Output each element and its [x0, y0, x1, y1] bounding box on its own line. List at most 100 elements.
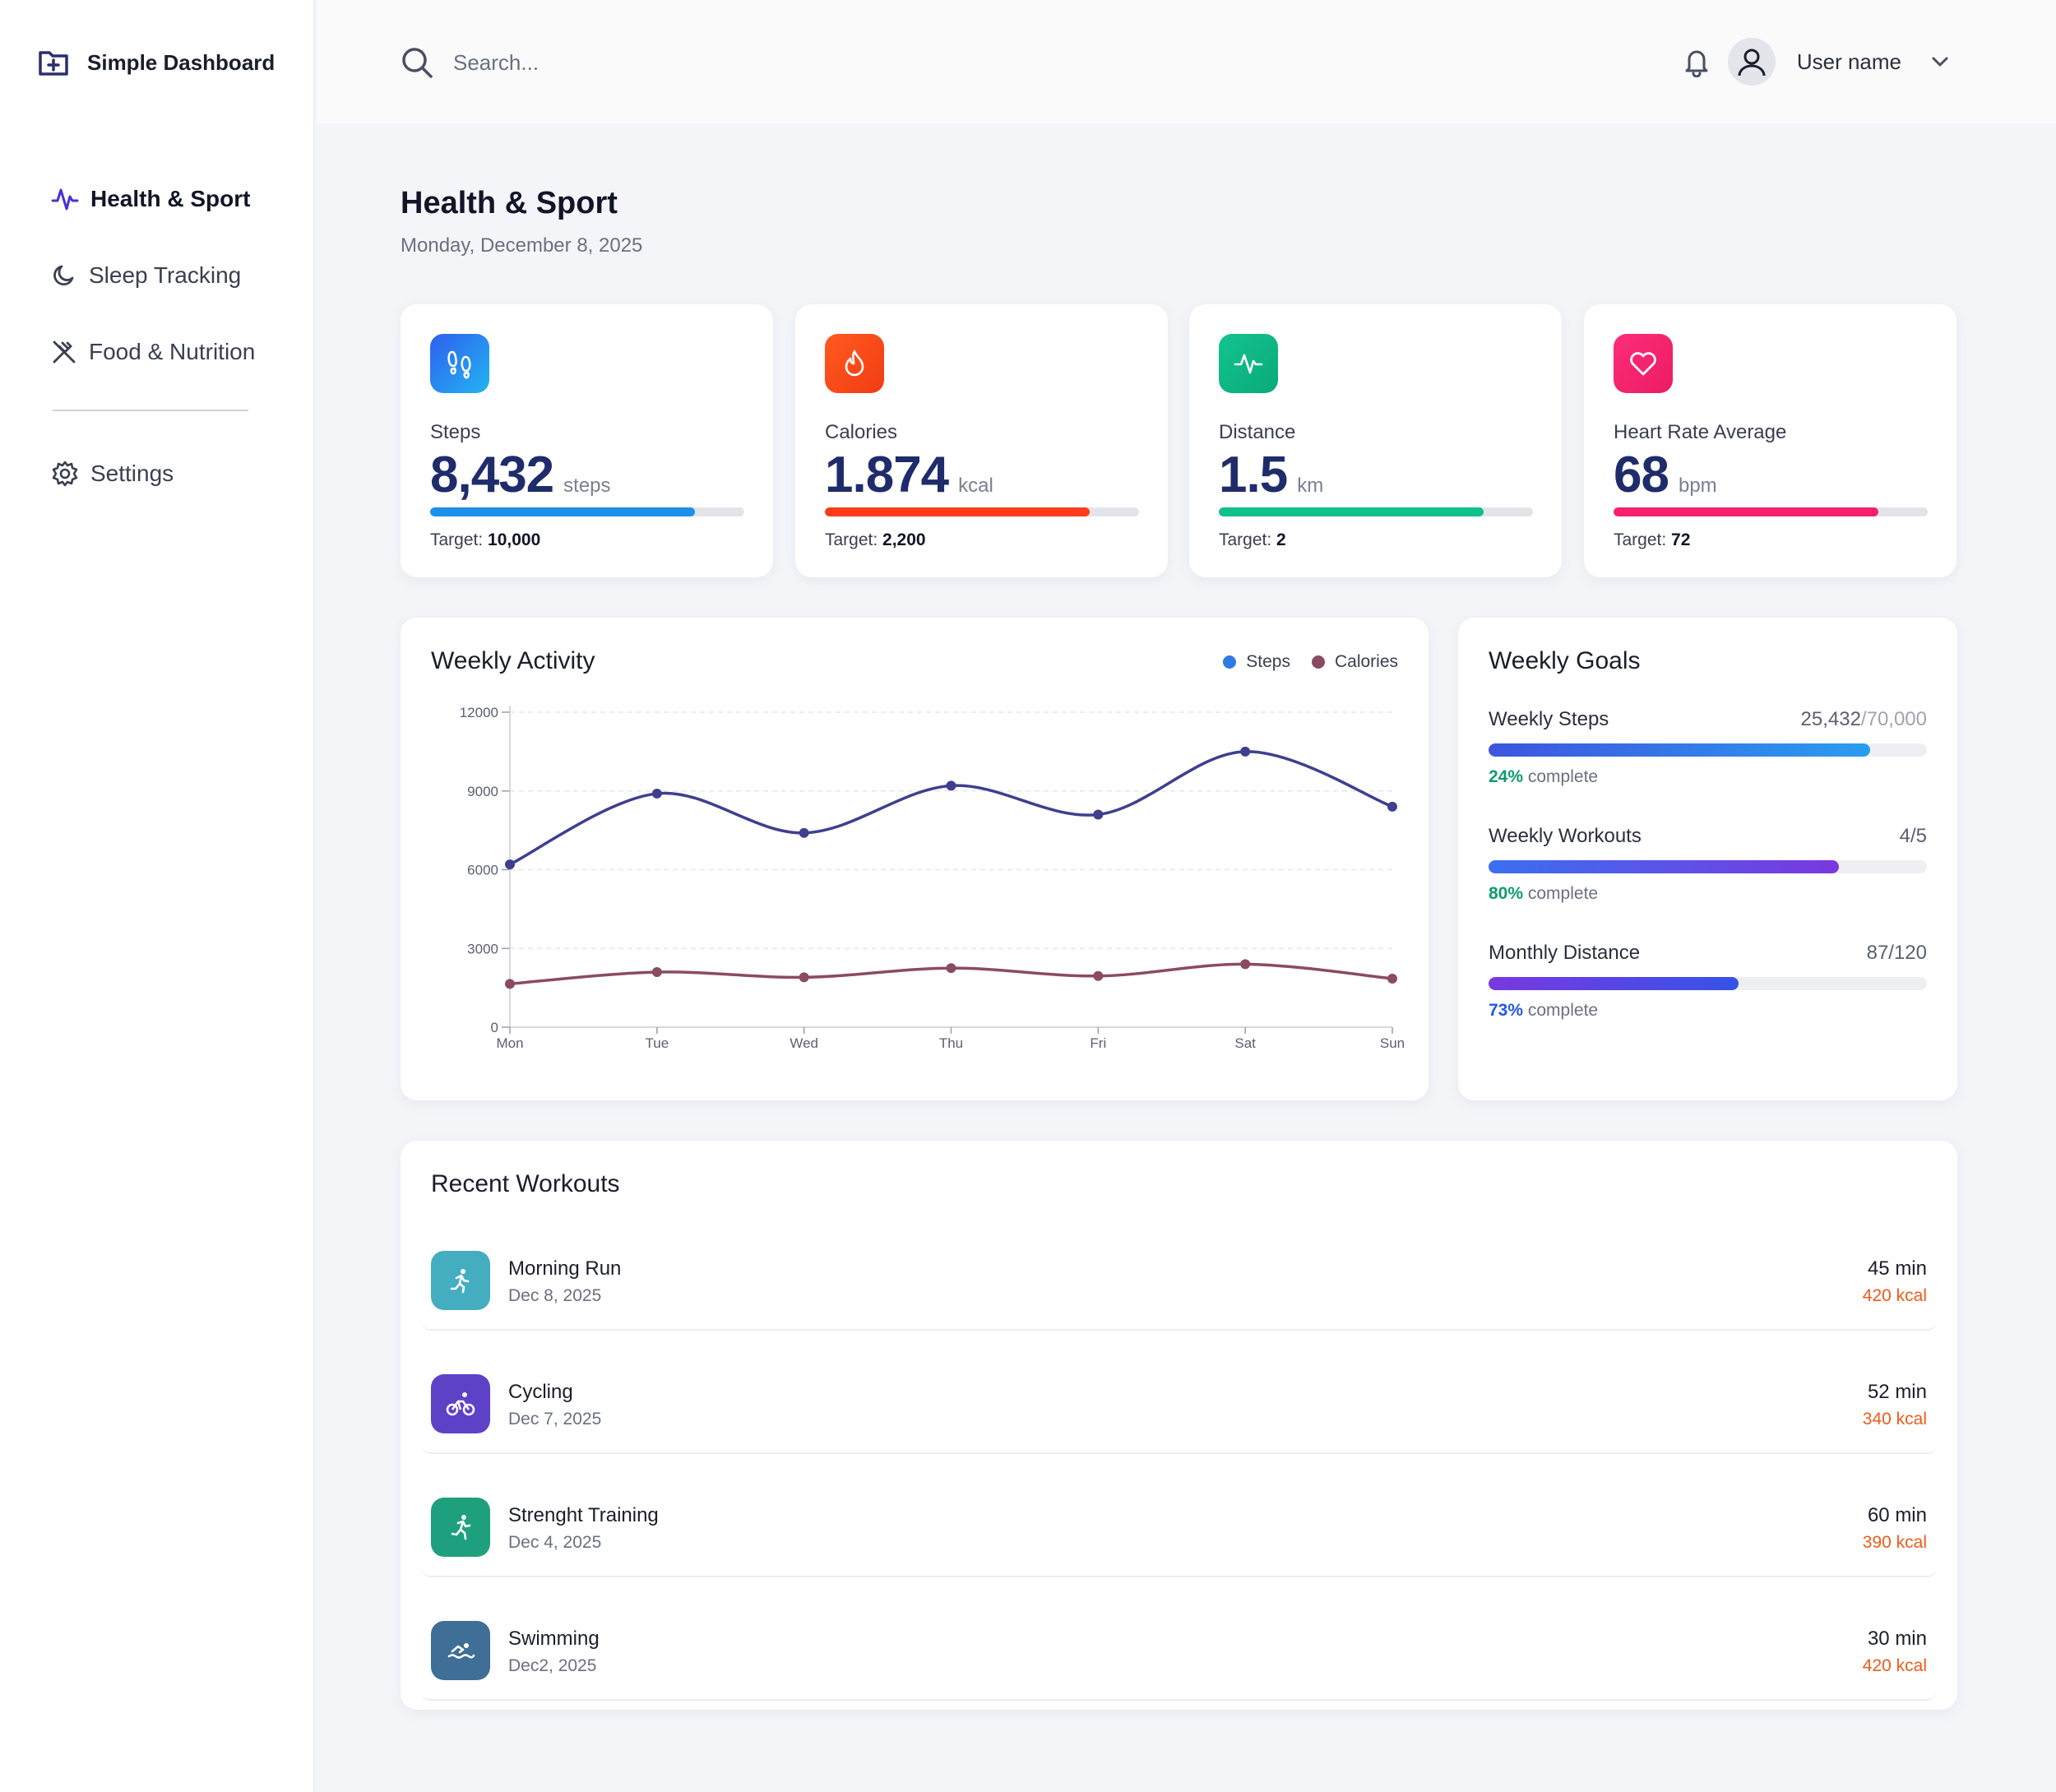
- legend-label: Calories: [1334, 652, 1398, 671]
- legend-dot: [1223, 655, 1237, 669]
- target-label: Target:: [430, 530, 484, 549]
- workout-date: Dec 4, 2025: [508, 1533, 602, 1552]
- goal-percentage: 80% complete: [1489, 884, 1927, 904]
- search-input[interactable]: [453, 49, 782, 76]
- stat-label: Heart Rate Average: [1614, 421, 1787, 443]
- x-tick-label: Fri: [1090, 1035, 1106, 1051]
- chart-legend: Steps Calories: [1223, 652, 1398, 672]
- data-point-calories: [799, 972, 809, 983]
- data-point-calories: [946, 963, 956, 974]
- legend-item-steps[interactable]: Steps: [1223, 652, 1290, 672]
- workout-row[interactable]: Morning Run Dec 8, 2025 45 min 420 kcal: [421, 1238, 1937, 1331]
- data-point-steps: [946, 780, 956, 791]
- workout-duration: 60 min: [1867, 1504, 1927, 1526]
- activity-icon: [51, 188, 79, 211]
- legend-label: Steps: [1246, 652, 1290, 671]
- sidebar-item-sleep-tracking[interactable]: Sleep Tracking: [51, 256, 255, 295]
- sidebar-item-settings[interactable]: Settings: [51, 454, 174, 493]
- goal-weekly-steps: Weekly Steps 25,432/70,000 24% complete: [1489, 708, 1927, 787]
- weekly-goals-title: Weekly Goals: [1489, 647, 1641, 674]
- page-date: Monday, December 8, 2025: [401, 234, 643, 257]
- workout-duration: 52 min: [1867, 1381, 1927, 1403]
- workout-duration: 30 min: [1867, 1628, 1927, 1650]
- goal-percentage: 73% complete: [1489, 1001, 1927, 1021]
- search-icon[interactable]: [401, 46, 433, 79]
- search-bar: [401, 46, 782, 79]
- heart-rate-card: Heart Rate Average 68 bpm Target: 72: [1584, 304, 1956, 577]
- x-tick-label: Sat: [1234, 1035, 1256, 1051]
- stat-value: 8,432 steps: [430, 446, 611, 504]
- y-tick-label: 0: [491, 1020, 498, 1035]
- heart-icon: [1614, 334, 1673, 393]
- utensils-icon: [53, 340, 76, 363]
- moon-icon: [53, 265, 74, 286]
- target-value: 10,000: [488, 530, 541, 549]
- stat-number: 1.874: [825, 447, 949, 503]
- data-point-steps: [1240, 746, 1251, 757]
- chevron-down-icon[interactable]: [1931, 56, 1949, 67]
- workout-name: Swimming: [508, 1628, 600, 1650]
- stat-progress-bar: [825, 507, 1139, 516]
- data-point-steps: [1093, 809, 1104, 820]
- avatar[interactable]: [1727, 38, 1776, 86]
- workout-row[interactable]: Swimming Dec2, 2025 30 min 420 kcal: [421, 1608, 1937, 1701]
- goal-value: 25,432/70,000: [1801, 708, 1927, 731]
- target-label: Target:: [1614, 530, 1667, 549]
- legend-item-calories[interactable]: Calories: [1311, 652, 1398, 672]
- stat-value: 1.5 km: [1219, 446, 1323, 504]
- workout-row[interactable]: Cycling Dec 7, 2025 52 min 340 kcal: [421, 1361, 1937, 1454]
- sidebar-item-health-sport[interactable]: Health & Sport: [51, 179, 255, 219]
- data-point-calories: [651, 966, 662, 977]
- workout-kcal: 420 kcal: [1862, 1656, 1927, 1675]
- stat-unit: kcal: [958, 475, 993, 497]
- topbar: User name: [317, 0, 2056, 123]
- stat-value: 68 bpm: [1614, 446, 1717, 504]
- distance-card: Distance 1.5 km Target: 2: [1189, 304, 1562, 577]
- workout-date: Dec2, 2025: [508, 1656, 597, 1675]
- gear-icon: [52, 461, 78, 487]
- flame-icon: [825, 334, 884, 393]
- stat-target: Target: 72: [1614, 530, 1690, 550]
- goal-label: Weekly Steps: [1489, 708, 1609, 730]
- x-tick-label: Sun: [1380, 1035, 1405, 1051]
- stat-progress-fill: [1219, 507, 1484, 516]
- bell-icon[interactable]: [1682, 46, 1711, 77]
- x-tick-label: Mon: [496, 1035, 523, 1051]
- workout-duration: 45 min: [1867, 1257, 1927, 1280]
- sidebar-item-label: Settings: [90, 461, 174, 486]
- workout-row[interactable]: Strenght Training Dec 4, 2025 60 min 390…: [421, 1484, 1937, 1577]
- brand[interactable]: Simple Dashboard: [38, 48, 275, 77]
- stat-target: Target: 10,000: [430, 530, 540, 550]
- goal-current: 87/120: [1866, 942, 1927, 964]
- goal-value: 87/120: [1867, 942, 1927, 965]
- sidebar-item-food-nutrition[interactable]: Food & Nutrition: [51, 332, 255, 372]
- data-point-calories: [1387, 973, 1397, 984]
- stat-unit: bpm: [1678, 475, 1717, 497]
- user-icon: [1738, 49, 1766, 76]
- data-point-calories: [505, 979, 515, 989]
- user-name[interactable]: User name: [1796, 49, 1901, 74]
- goal-pct-suffix: complete: [1527, 767, 1599, 786]
- workout-date: Dec 7, 2025: [508, 1410, 602, 1429]
- sidebar-item-label: Sleep Tracking: [89, 262, 242, 288]
- workout-kcal: 340 kcal: [1862, 1410, 1927, 1429]
- target-label: Target:: [1219, 530, 1272, 549]
- workout-name: Strenght Training: [508, 1504, 659, 1526]
- y-tick-label: 6000: [467, 863, 498, 878]
- stat-progress-bar: [1614, 507, 1928, 516]
- target-value: 2: [1276, 530, 1286, 549]
- x-tick-label: Wed: [790, 1035, 818, 1051]
- workout-kcal: 390 kcal: [1862, 1533, 1927, 1552]
- sidebar-divider: [53, 410, 248, 411]
- stat-label: Distance: [1219, 421, 1296, 443]
- goal-progress-fill: [1489, 743, 1870, 757]
- workout-name: Morning Run: [508, 1257, 622, 1280]
- workout-date: Dec 8, 2025: [508, 1286, 602, 1305]
- data-point-steps: [1387, 801, 1397, 812]
- stat-number: 8,432: [430, 447, 554, 503]
- stat-number: 68: [1614, 447, 1669, 503]
- goal-pct-value: 24%: [1489, 767, 1524, 786]
- y-tick-label: 9000: [467, 784, 498, 799]
- data-point-steps: [505, 859, 515, 870]
- weekly-activity-card: 0 3000 6000 9000 12000 Mon Tue Wed Thu Fri Sat Sun …: [401, 618, 1429, 1100]
